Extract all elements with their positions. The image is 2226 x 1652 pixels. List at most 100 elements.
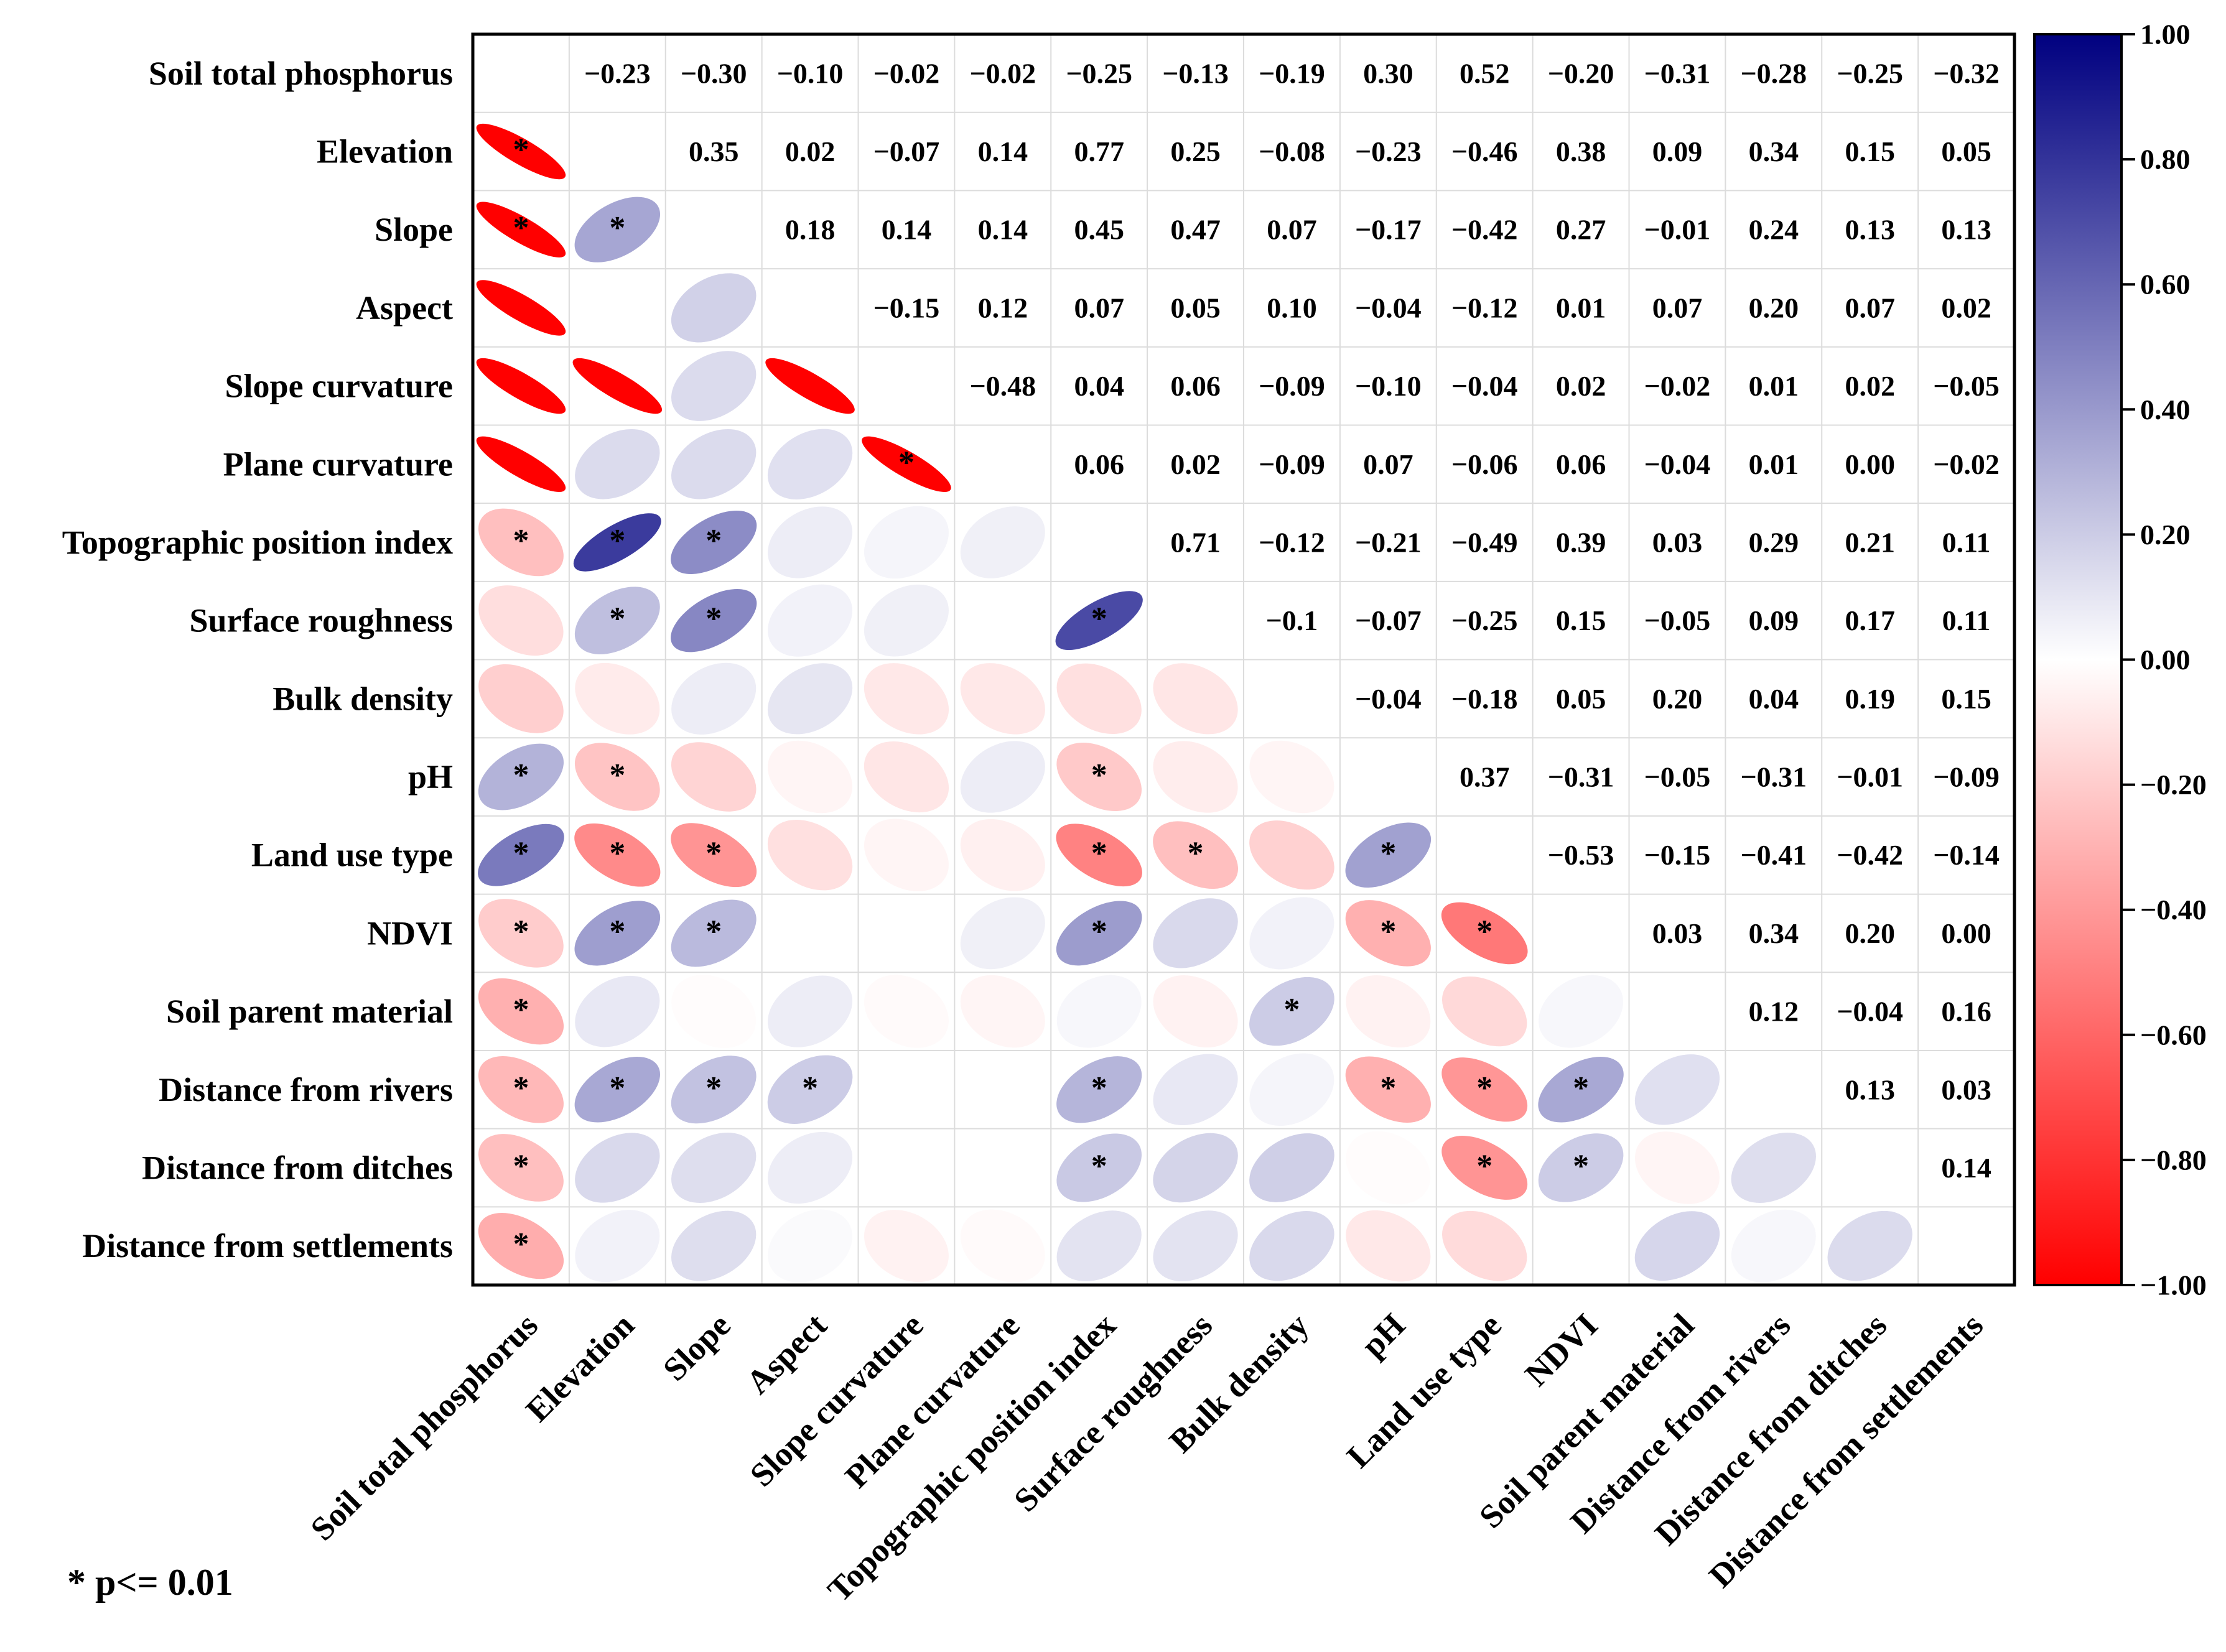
- correlation-ellipse: [1441, 976, 1527, 1047]
- column-label-plane-curvature: Plane curvature: [838, 1306, 1027, 1495]
- correlation-value-label: 0.07: [1363, 448, 1413, 480]
- correlation-value-label: 0.06: [1074, 448, 1124, 480]
- correlation-ellipse: [1634, 1131, 1720, 1204]
- correlation-ellipse: [1441, 1136, 1528, 1200]
- correlation-ellipse: [960, 897, 1045, 970]
- correlation-value-label: 0.77: [1074, 136, 1124, 167]
- correlation-value-label: −0.09: [1933, 761, 2000, 793]
- row-label-soil-parent-material: Soil parent material: [166, 993, 453, 1030]
- significance-star: *: [513, 836, 529, 871]
- correlation-value-label: −0.12: [1259, 526, 1325, 558]
- correlation-value-label: 0.00: [1845, 448, 1895, 480]
- row-label-soil-total-phosphorus: Soil total phosphorus: [149, 55, 453, 92]
- correlation-value-label: 0.02: [1941, 292, 1991, 323]
- correlation-value-label: 0.18: [785, 214, 836, 246]
- correlation-ellipse: [960, 975, 1045, 1048]
- correlation-value-label: 0.05: [1170, 292, 1221, 323]
- correlation-value-label: −0.23: [584, 57, 651, 89]
- correlation-value-label: 0.02: [1556, 370, 1606, 402]
- correlation-ellipse: [1249, 740, 1334, 814]
- correlation-value-label: −0.31: [1740, 761, 1807, 793]
- correlation-ellipse: [574, 901, 661, 966]
- correlation-ellipse: [1731, 1132, 1816, 1203]
- significance-star: *: [513, 523, 529, 559]
- correlation-ellipse: [1153, 898, 1238, 968]
- correlation-ellipse: [478, 664, 564, 733]
- correlation-value-label: −0.10: [1355, 370, 1422, 402]
- colorbar-tick-label: 0.80: [2140, 144, 2191, 175]
- colorbar-tick-label: −1.00: [2140, 1269, 2207, 1301]
- correlation-value-label: 0.03: [1652, 917, 1703, 949]
- correlation-value-label: 0.10: [1267, 292, 1317, 323]
- row-label-surface-roughness: Surface roughness: [189, 602, 453, 639]
- correlation-ellipse: [767, 429, 853, 499]
- correlation-ellipse: [574, 823, 661, 887]
- significance-star: *: [609, 836, 625, 871]
- correlation-value-label: −0.01: [1837, 761, 1903, 793]
- correlation-value-label: 0.03: [1941, 1074, 1991, 1105]
- correlation-value-label: 0.14: [882, 214, 932, 246]
- correlation-value-label: 0.24: [1749, 214, 1799, 246]
- heatmap-frame: [471, 32, 2016, 1287]
- correlation-ellipse: [1539, 975, 1624, 1048]
- correlation-value-label: 0.07: [1845, 292, 1895, 323]
- correlation-value-label: 0.45: [1074, 214, 1124, 246]
- correlation-value-label: 0.37: [1460, 761, 1510, 793]
- correlation-ellipse: [574, 1057, 660, 1123]
- correlation-value-label: 0.04: [1074, 370, 1124, 402]
- colorbar-gradient: [2033, 33, 2123, 1286]
- significance-star: *: [609, 914, 625, 949]
- correlation-value-label: 0.02: [1170, 448, 1221, 480]
- correlation-ellipse: [767, 663, 853, 735]
- row-label-distance-from-settlements: Distance from settlements: [82, 1227, 453, 1265]
- correlation-value-label: 0.20: [1845, 917, 1895, 949]
- correlation-value-label: −0.05: [1933, 370, 2000, 402]
- correlation-value-label: −0.04: [1355, 292, 1422, 323]
- significance-star: *: [1091, 914, 1107, 949]
- correlation-ellipse: [671, 273, 757, 343]
- significance-star: *: [513, 1148, 529, 1184]
- significance-star: *: [1283, 992, 1300, 1028]
- column-label-slope: Slope: [656, 1306, 738, 1388]
- correlation-ellipse: [960, 741, 1045, 813]
- correlation-value-label: 0.15: [1845, 136, 1895, 167]
- correlation-ellipse: [573, 513, 661, 572]
- correlation-value-label: −0.48: [969, 370, 1036, 402]
- significance-star: *: [609, 210, 625, 246]
- row-labels: Soil total phosphorus Elevation Slope Aspec…: [62, 55, 453, 1265]
- correlation-value-label: −0.17: [1355, 214, 1422, 246]
- correlation-value-label: −0.28: [1740, 57, 1807, 89]
- correlation-value-label: 0.21: [1845, 526, 1895, 558]
- correlation-ellipse: [1634, 1211, 1720, 1281]
- correlation-value-label: 0.06: [1170, 370, 1221, 402]
- correlation-ellipse: [1153, 663, 1238, 735]
- correlation-value-label: −0.08: [1259, 136, 1325, 167]
- correlation-ellipse: [768, 506, 853, 578]
- correlation-value-label: 0.07: [1267, 214, 1317, 246]
- colorbar-tick-label: 0.60: [2140, 269, 2191, 300]
- correlation-ellipse: [1249, 1211, 1334, 1281]
- row-label-ndvi: NDVI: [367, 914, 453, 952]
- correlation-ellipse: [1249, 897, 1334, 970]
- correlation-ellipse: [574, 587, 660, 654]
- correlation-ellipse: [1249, 1133, 1334, 1202]
- significance-star: *: [513, 1227, 529, 1262]
- correlation-ellipse: [476, 436, 566, 492]
- correlation-ellipse: [960, 506, 1045, 578]
- significance-star: *: [513, 914, 529, 949]
- correlation-value-label: −0.42: [1451, 214, 1518, 246]
- correlation-value-label: −0.15: [873, 292, 940, 323]
- significance-footnote: * p<= 0.01: [67, 1562, 233, 1603]
- correlation-value-label: 0.29: [1749, 526, 1799, 558]
- significance-star: *: [1091, 758, 1107, 793]
- correlation-ellipse: [476, 358, 566, 414]
- correlation-ellipse: [960, 819, 1045, 891]
- correlation-ellipse: [478, 899, 564, 968]
- correlation-ellipse: [575, 662, 660, 735]
- correlation-ellipse: [671, 1210, 757, 1281]
- significance-star: *: [1476, 1070, 1493, 1106]
- row-label-ph: pH: [408, 758, 453, 796]
- correlation-value-label: −0.06: [1451, 448, 1518, 480]
- correlation-ellipse: [1249, 1053, 1334, 1126]
- correlation-ellipse: [1056, 824, 1142, 887]
